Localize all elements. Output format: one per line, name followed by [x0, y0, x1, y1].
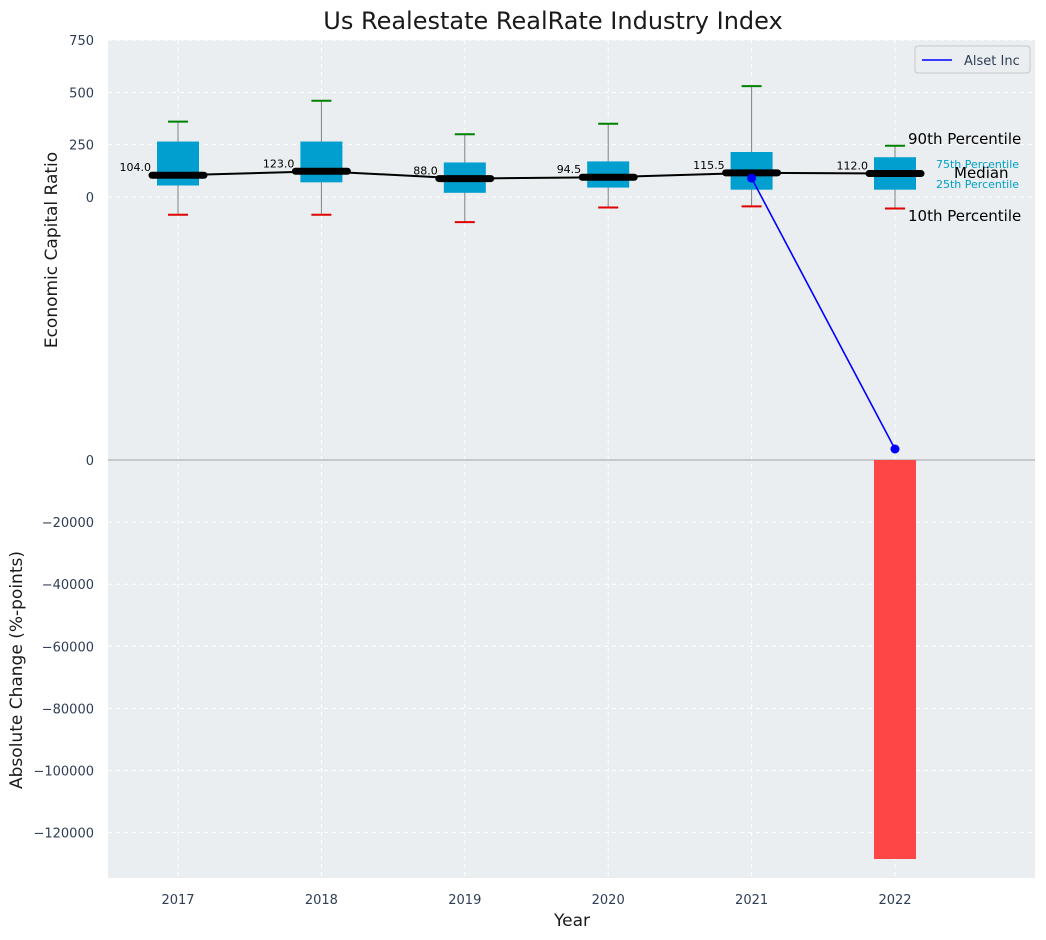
p25-annotation: 25th Percentile	[936, 178, 1019, 191]
median-value-label: 123.0	[263, 157, 295, 170]
p90-annotation: 90th Percentile	[908, 130, 1021, 148]
y-tick-label: −20000	[42, 516, 94, 531]
company-series-line	[750, 177, 896, 450]
box-iqr	[157, 141, 199, 186]
x-tick-label: 2019	[448, 893, 481, 908]
p75-annotation: 75th Percentile	[936, 158, 1019, 171]
median-value-label: 115.5	[693, 159, 725, 172]
y-tick-label: −120000	[33, 827, 94, 842]
company-point	[890, 444, 900, 454]
y-tick-label: 750	[69, 34, 94, 49]
box-iqr	[300, 141, 343, 183]
chart-title: Us Realestate RealRate Industry Index	[323, 7, 782, 35]
median-value-label: 104.0	[120, 161, 152, 174]
legend-box	[914, 45, 1031, 74]
x-tick-label: 2021	[735, 893, 768, 908]
y-tick-label: −60000	[42, 640, 94, 655]
x-axis-label: Year	[553, 911, 590, 931]
y-tick-label: 250	[69, 139, 94, 154]
x-tick-label: 2018	[305, 893, 338, 908]
p10-annotation: 10th Percentile	[908, 207, 1021, 225]
y-tick-label: 0	[86, 191, 94, 206]
top-panel-background	[108, 40, 1035, 460]
y-axis-label-top: Economic Capital Ratio	[42, 152, 62, 348]
y-axis-label-bottom: Absolute Change (%-points)	[7, 551, 27, 789]
y-tick-label: −40000	[42, 578, 94, 593]
median-value-label: 88.0	[413, 165, 438, 178]
company-point	[747, 173, 757, 183]
y-tick-label: 0	[86, 454, 94, 469]
x-tick-label: 2020	[592, 893, 625, 908]
y-tick-label: 500	[69, 86, 94, 101]
legend-label: Alset Inc	[964, 54, 1020, 69]
change-bar	[874, 460, 916, 859]
median-value-label: 94.5	[557, 163, 582, 176]
y-tick-label: −80000	[42, 702, 94, 717]
y-tick-label: −100000	[33, 765, 94, 780]
x-tick-label: 2022	[878, 893, 911, 908]
median-value-label: 112.0	[837, 160, 869, 173]
median-annotation: Median	[954, 164, 1009, 182]
x-tick-label: 2017	[161, 893, 194, 908]
